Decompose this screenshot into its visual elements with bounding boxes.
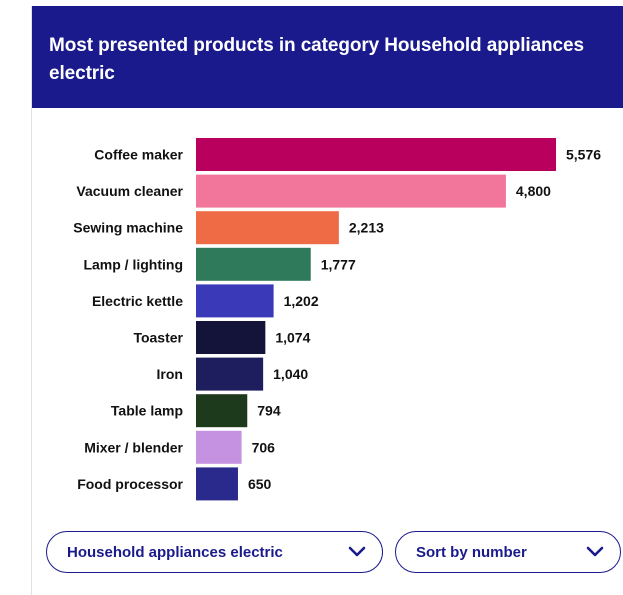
bar[interactable] — [196, 394, 248, 428]
value-label: 1,202 — [284, 293, 319, 309]
category-label: Electric kettle — [92, 293, 183, 309]
value-label: 2,213 — [349, 220, 384, 236]
bar[interactable] — [196, 174, 506, 208]
value-label: 794 — [257, 403, 281, 419]
bar[interactable] — [196, 430, 242, 464]
chart-card: Most presented products in category Hous… — [31, 6, 623, 595]
category-select-value: Household appliances electric — [67, 543, 283, 561]
bar[interactable] — [196, 357, 264, 391]
value-label: 1,040 — [273, 366, 308, 382]
category-label: Sewing machine — [73, 220, 183, 236]
value-label: 4,800 — [516, 183, 551, 199]
chevron-down-icon — [584, 541, 606, 563]
category-select[interactable]: Household appliances electric — [46, 531, 383, 573]
chart-controls: Household appliances electric Sort by nu… — [46, 531, 623, 575]
category-label: Coffee maker — [94, 147, 183, 163]
bar[interactable] — [196, 321, 266, 354]
value-label: 1,074 — [275, 330, 310, 346]
chart-title: Most presented products in category Hous… — [49, 35, 584, 84]
sort-select-value: Sort by number — [416, 543, 527, 561]
category-label: Lamp / lighting — [83, 256, 183, 272]
value-label: 1,777 — [321, 256, 356, 272]
category-label: Mixer / blender — [84, 439, 183, 455]
card-header: Most presented products in category Hous… — [32, 6, 623, 108]
sort-select[interactable]: Sort by number — [395, 531, 621, 573]
category-label: Iron — [157, 366, 183, 382]
category-label: Food processor — [77, 476, 183, 492]
bar[interactable] — [196, 467, 238, 501]
category-label: Table lamp — [111, 403, 183, 419]
bar[interactable] — [196, 247, 311, 281]
category-label: Toaster — [133, 330, 183, 346]
bar-chart: Coffee maker 5,576 Vacuum cleaner 4,800 Sewi… — [73, 138, 601, 501]
chevron-down-icon — [346, 541, 368, 563]
bar[interactable] — [196, 284, 274, 318]
value-label: 5,576 — [566, 147, 601, 163]
bar[interactable] — [196, 138, 556, 171]
value-label: 706 — [252, 439, 276, 455]
bar[interactable] — [196, 211, 339, 245]
category-label: Vacuum cleaner — [76, 183, 183, 199]
value-label: 650 — [248, 476, 272, 492]
